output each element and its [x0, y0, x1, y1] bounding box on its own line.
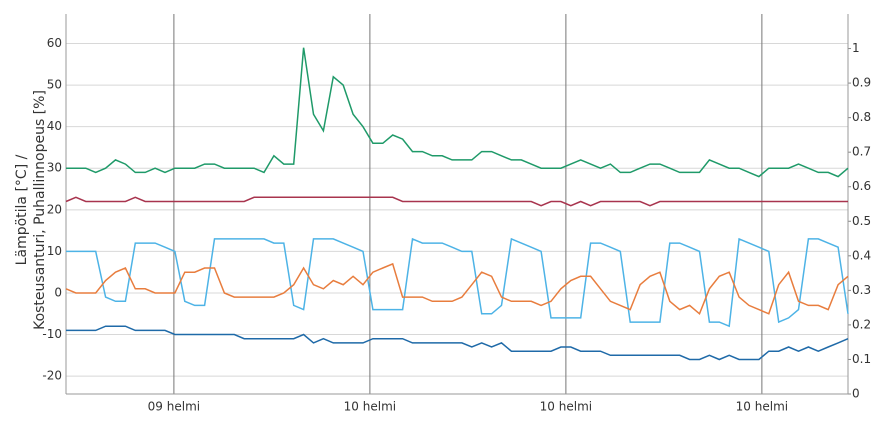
- series-line: [65, 196, 848, 207]
- series-line: [66, 47, 849, 178]
- series-line: [66, 325, 849, 361]
- y2-tick-label: 1: [852, 41, 860, 55]
- series-line: [65, 262, 849, 316]
- x-tick-label: 10 helmi: [736, 400, 788, 414]
- x-tick-label: 10 helmi: [540, 400, 592, 414]
- y-tick-label: 10: [47, 244, 62, 258]
- y-axis-label: Lämpötila [°C] /: [14, 154, 30, 265]
- y2-tick-label: 0.4: [852, 248, 871, 262]
- y2-tick-label: 0: [852, 387, 860, 401]
- x-tick-label: 10 helmi: [344, 400, 396, 414]
- y-tick-label: 40: [47, 119, 62, 133]
- y-axis-label: Kosteusanturi, Puhallinnopeus [%]: [32, 90, 48, 330]
- x-tick-label: 09 helmi: [148, 400, 200, 414]
- y2-tick-label: 0.9: [852, 76, 871, 90]
- y2-tick-label: 0.7: [852, 145, 871, 159]
- y2-tick-label: 0.2: [852, 317, 871, 331]
- y2-tick-label: 0.8: [852, 110, 871, 124]
- y2-tick-label: 0.6: [852, 179, 871, 193]
- y-tick-label: -10: [42, 327, 62, 341]
- y-tick-label: -20: [42, 369, 62, 383]
- y-tick-label: 50: [47, 78, 62, 92]
- series-line: [66, 237, 849, 328]
- y-tick-label: 0: [54, 285, 62, 299]
- y-tick-label: 60: [47, 36, 62, 50]
- y-tick-label: 30: [47, 161, 62, 175]
- y2-tick-label: 0.5: [852, 214, 871, 228]
- y2-tick-label: 0.3: [852, 283, 871, 297]
- y2-tick-label: 0.1: [852, 352, 871, 366]
- y-tick-label: 20: [47, 202, 62, 216]
